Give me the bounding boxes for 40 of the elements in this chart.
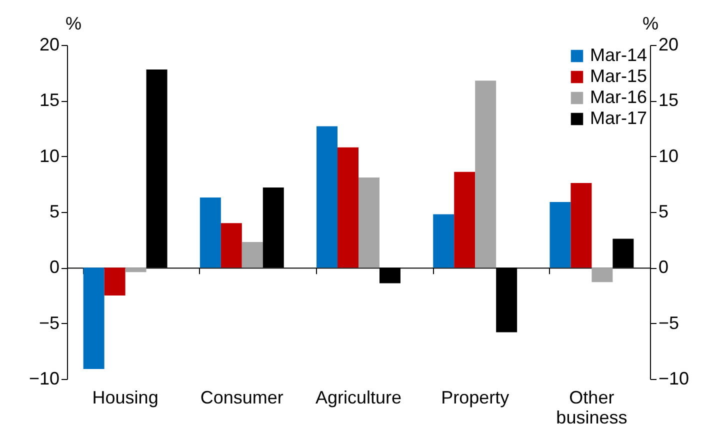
y-tick-label: 20	[39, 34, 60, 54]
y-tick-label: −10	[28, 368, 60, 388]
y2-tick-label: 5	[658, 202, 669, 222]
y2-tick-label: −5	[658, 312, 680, 333]
bar	[550, 202, 571, 268]
y-tick-label: −5	[38, 312, 60, 333]
bar	[242, 242, 263, 268]
y2-tick-label: 15	[658, 90, 679, 110]
x-tick-label: Property	[441, 388, 510, 408]
bar	[475, 80, 496, 268]
bar	[220, 223, 242, 268]
bar	[104, 268, 126, 296]
bar	[338, 147, 358, 268]
bar	[358, 177, 380, 268]
bar	[83, 268, 104, 369]
y2-tick-label: −10	[658, 368, 690, 388]
y-tick-label: 10	[39, 146, 60, 166]
legend-label: Mar-17	[590, 108, 648, 128]
bar	[592, 268, 613, 282]
y2-tick-label: 10	[658, 146, 679, 166]
x-tick-label: Other business	[556, 388, 628, 427]
bar	[316, 126, 338, 268]
bar	[200, 198, 221, 268]
y-tick-label: 15	[39, 90, 60, 110]
bar	[570, 183, 592, 268]
legend-label: Mar-15	[590, 66, 648, 86]
y-tick-label: 0	[49, 257, 60, 278]
legend-label: Mar-14	[590, 45, 648, 65]
bar	[125, 268, 146, 272]
y-tick-label: 5	[49, 202, 60, 222]
y2-tick-label: 20	[658, 34, 679, 54]
legend-label: Mar-16	[590, 87, 648, 107]
x-tick-label: Housing	[92, 388, 158, 408]
x-tick-label: Agriculture	[315, 388, 402, 408]
y-axis-title: %	[65, 14, 82, 34]
y2-tick-label: 0	[658, 257, 669, 278]
y2-axis-title: %	[642, 14, 659, 34]
bar	[454, 172, 476, 268]
bar	[433, 214, 454, 268]
x-tick-label: Consumer	[200, 388, 284, 408]
